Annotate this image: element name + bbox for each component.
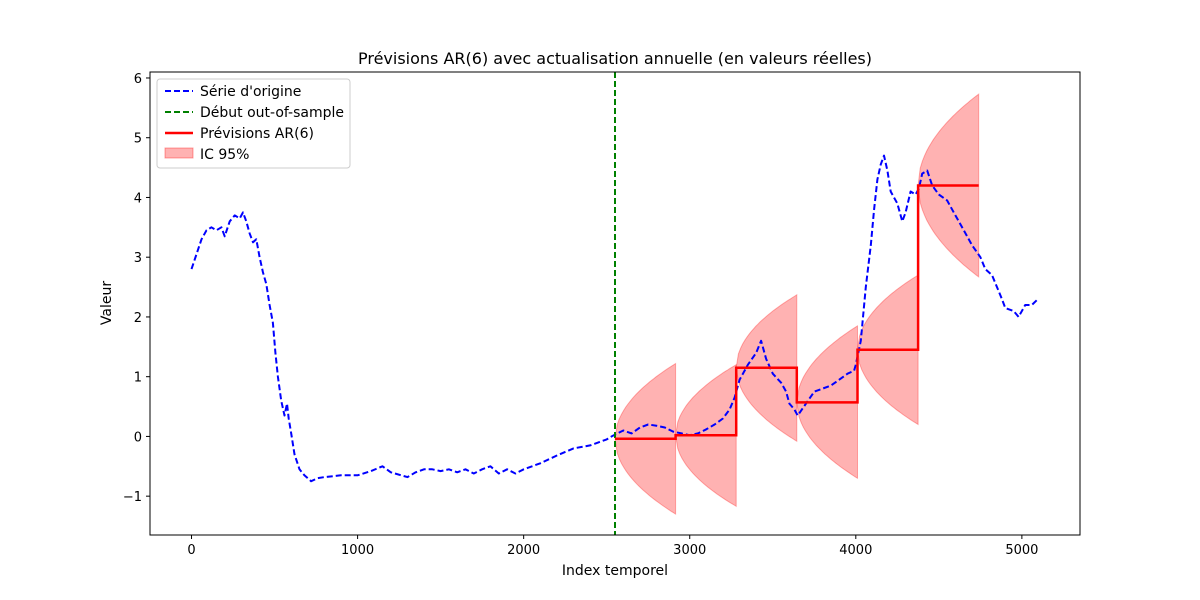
x-tick-label: 0	[187, 543, 195, 558]
x-tick-label: 2000	[507, 543, 540, 558]
y-axis-label: Valeur	[99, 281, 115, 325]
y-tick-label: 5	[134, 132, 142, 147]
y-tick-label: 3	[134, 251, 142, 266]
legend-box	[156, 78, 351, 169]
y-tick-label: 0	[134, 430, 142, 445]
legend: Série d'origine Début out-of-sample Prév…	[156, 78, 351, 169]
y-tick-label: −1	[123, 490, 142, 505]
forecast-layer	[615, 184, 979, 441]
x-axis: 0 1000 2000 3000 4000 5000	[187, 535, 1038, 558]
original-series-layer	[190, 154, 1038, 483]
forecast-line	[615, 184, 979, 441]
original-series-line	[190, 154, 1038, 483]
y-tick-label: 1	[134, 371, 142, 386]
y-tick-label: 2	[134, 311, 142, 326]
legend-label-original-series: Série d'origine	[200, 84, 301, 100]
x-tick-label: 3000	[673, 543, 706, 558]
chart-title: Prévisions AR(6) avec actualisation annu…	[358, 49, 872, 68]
x-tick-label: 1000	[341, 543, 374, 558]
x-axis-label: Index temporel	[562, 563, 668, 579]
x-tick-label: 5000	[1005, 543, 1038, 558]
y-tick-label: 6	[134, 72, 142, 87]
legend-label-ci: IC 95%	[200, 147, 249, 163]
legend-key-ci	[164, 147, 194, 159]
y-axis: −1 0 1 2 3 4 5 6	[123, 72, 150, 505]
y-tick-label: 4	[134, 191, 142, 206]
x-tick-label: 4000	[839, 543, 872, 558]
plot-frame	[149, 71, 1081, 536]
legend-label-oos-start: Début out-of-sample	[200, 105, 344, 121]
legend-label-forecast: Prévisions AR(6)	[200, 126, 314, 142]
